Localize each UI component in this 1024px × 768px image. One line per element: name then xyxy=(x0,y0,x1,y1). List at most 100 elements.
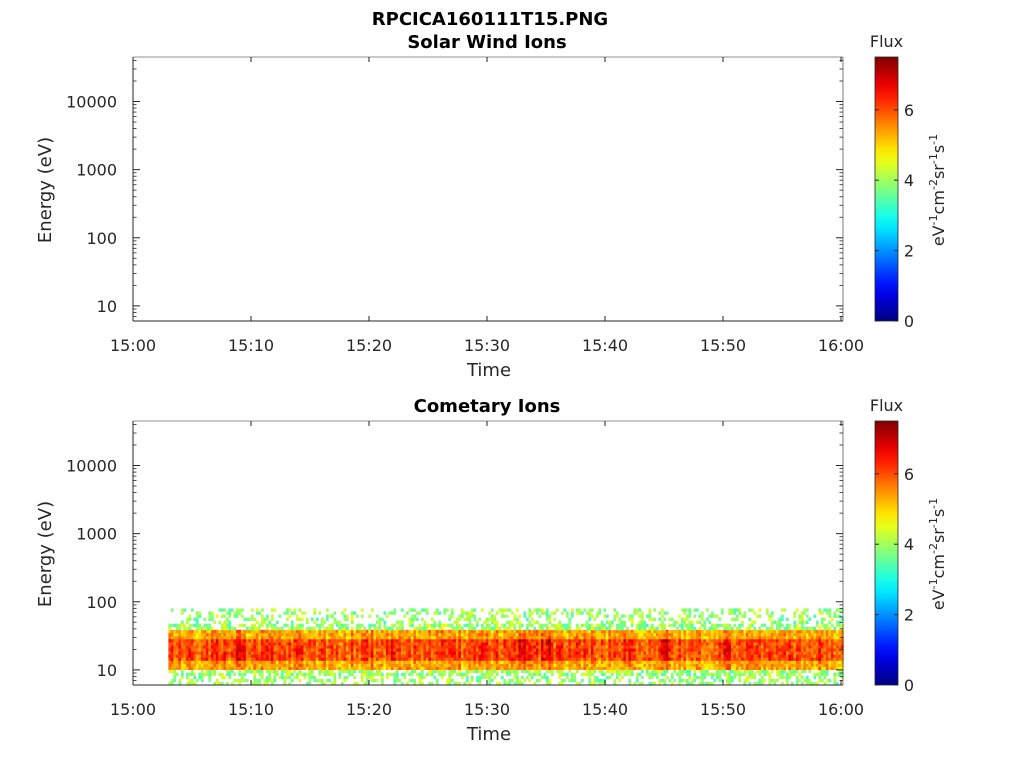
heatmap-cell xyxy=(813,660,817,664)
heatmap-cell xyxy=(770,657,774,661)
heatmap-cell xyxy=(803,648,807,652)
heatmap-cell xyxy=(775,623,779,628)
heatmap-cell xyxy=(575,666,579,670)
heatmap-cell xyxy=(648,660,652,664)
heatmap-cell xyxy=(520,651,524,655)
heatmap-cell xyxy=(793,654,797,658)
heatmap-cell xyxy=(228,629,232,634)
heatmap-cell xyxy=(200,648,204,652)
heatmap-cell xyxy=(270,642,274,646)
heatmap-cell xyxy=(200,642,204,646)
heatmap-cell xyxy=(253,639,257,643)
heatmap-cell xyxy=(573,635,577,640)
heatmap-cell xyxy=(408,666,412,670)
heatmap-cell xyxy=(673,620,677,624)
heatmap-cell xyxy=(608,642,612,646)
colorbar-label-exponent: -2 xyxy=(927,179,940,190)
heatmap-cell xyxy=(463,648,467,652)
heatmap-cell xyxy=(188,663,192,667)
heatmap-cell xyxy=(760,642,764,646)
heatmap-cell xyxy=(583,666,587,670)
heatmap-cell xyxy=(280,669,284,674)
heatmap-cell xyxy=(360,642,364,646)
heatmap-cell xyxy=(323,639,327,643)
heatmap-cell xyxy=(545,681,549,686)
heatmap-cell xyxy=(723,672,727,677)
heatmap-cell xyxy=(535,654,539,658)
heatmap-cell xyxy=(788,675,792,680)
heatmap-cell xyxy=(713,635,717,640)
heatmap-cell xyxy=(398,648,402,652)
heatmap-cell xyxy=(498,657,502,661)
heatmap-cell xyxy=(515,675,519,680)
heatmap-cell xyxy=(508,660,512,664)
heatmap-cell xyxy=(588,678,592,683)
heatmap-cell xyxy=(610,672,614,677)
heatmap-cell xyxy=(545,648,549,652)
heatmap-cell xyxy=(435,632,439,637)
heatmap-cell xyxy=(283,681,287,686)
heatmap-cell xyxy=(193,657,197,661)
heatmap-cell xyxy=(785,651,789,655)
heatmap-cell xyxy=(750,632,754,637)
heatmap-cell xyxy=(393,672,397,677)
heatmap-cell xyxy=(500,629,504,634)
heatmap-cell xyxy=(168,629,172,634)
heatmap-cell xyxy=(505,660,509,664)
heatmap-cell xyxy=(368,651,372,655)
heatmap-cell xyxy=(745,654,749,658)
heatmap-cell xyxy=(555,663,559,667)
heatmap-cell xyxy=(678,660,682,664)
heatmap-cell xyxy=(680,666,684,670)
heatmap-cell xyxy=(470,645,474,649)
heatmap-cell xyxy=(273,642,277,646)
heatmap-cell xyxy=(560,626,564,631)
heatmap-cell xyxy=(258,654,262,658)
heatmap-cell xyxy=(240,651,244,655)
heatmap-cell xyxy=(720,657,724,661)
heatmap-cell xyxy=(290,666,294,670)
heatmap-cell xyxy=(733,654,737,658)
heatmap-cell xyxy=(790,657,794,661)
heatmap-cell xyxy=(550,632,554,637)
heatmap-cell xyxy=(663,678,667,683)
heatmap-cell xyxy=(313,663,317,667)
heatmap-cell xyxy=(375,620,379,624)
heatmap-cell xyxy=(440,657,444,661)
heatmap-cell xyxy=(338,648,342,652)
heatmap-cell xyxy=(688,626,692,631)
heatmap-cell xyxy=(398,663,402,667)
heatmap-cell xyxy=(688,672,692,677)
heatmap-cell xyxy=(660,635,664,640)
heatmap-cell xyxy=(258,678,262,683)
heatmap-cell xyxy=(615,672,619,677)
heatmap-cell xyxy=(430,645,434,649)
heatmap-cell xyxy=(298,654,302,658)
heatmap-cell xyxy=(638,681,642,686)
heatmap-cell xyxy=(558,629,562,634)
heatmap-cell xyxy=(618,632,622,637)
heatmap-cell xyxy=(250,635,254,640)
heatmap-cell xyxy=(778,648,782,652)
heatmap-cell xyxy=(460,660,464,664)
heatmap-cell xyxy=(485,669,489,674)
heatmap-cell xyxy=(573,651,577,655)
heatmap-cell xyxy=(243,666,247,670)
heatmap-cell xyxy=(430,654,434,658)
heatmap-cell xyxy=(508,681,512,686)
heatmap-cell xyxy=(765,629,769,634)
heatmap-cell xyxy=(533,635,537,640)
heatmap-cell xyxy=(735,651,739,655)
heatmap-cell xyxy=(758,657,762,661)
heatmap-cell xyxy=(708,629,712,634)
heatmap-cell xyxy=(508,620,512,624)
heatmap-cell xyxy=(500,611,504,615)
heatmap-cell xyxy=(548,657,552,661)
heatmap-cell xyxy=(233,626,237,631)
heatmap-cell xyxy=(493,626,497,631)
heatmap-cell xyxy=(348,642,352,646)
heatmap-cell xyxy=(395,678,399,683)
heatmap-cell xyxy=(518,635,522,640)
heatmap-cell xyxy=(213,642,217,646)
heatmap-cell xyxy=(320,654,324,658)
